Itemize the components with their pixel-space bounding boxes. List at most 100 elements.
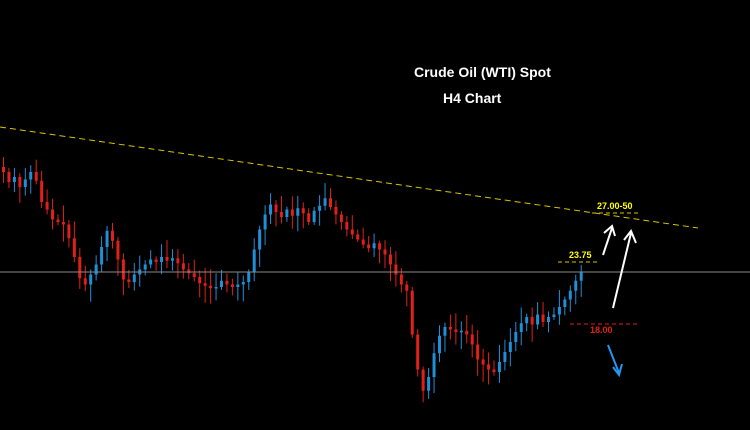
target-near-label: 23.75 <box>569 250 592 260</box>
candle-body <box>72 238 76 257</box>
candle-body <box>541 314 545 322</box>
candle-body <box>470 334 474 345</box>
candle-body <box>143 264 147 270</box>
candle-body <box>318 205 322 211</box>
candle-body <box>67 224 71 239</box>
candle-body <box>547 317 550 322</box>
candle-body <box>574 280 578 291</box>
candle-body <box>536 314 540 325</box>
candle-body <box>448 327 452 330</box>
candle-body <box>2 167 5 172</box>
candle-body <box>279 212 283 217</box>
chart-subtitle: H4 Chart <box>443 90 502 106</box>
candle-body <box>487 364 491 370</box>
candle-body <box>198 277 202 284</box>
candle-body <box>492 369 496 372</box>
candle-body <box>78 257 82 279</box>
candle-body <box>421 369 425 391</box>
candle-body <box>274 204 278 212</box>
candle-body <box>514 332 518 342</box>
candle-body <box>438 335 441 354</box>
candle-body <box>12 177 16 182</box>
candle-body <box>18 177 22 187</box>
candle-body <box>29 172 33 180</box>
candle-body <box>503 352 507 362</box>
candle-body <box>410 290 414 335</box>
candle-body <box>111 230 114 241</box>
candle-body <box>116 240 120 260</box>
candle-body <box>508 342 512 352</box>
candle-body <box>372 243 376 249</box>
candle-body <box>432 353 436 377</box>
candle-body <box>427 377 431 391</box>
candle-body <box>132 274 136 282</box>
candle-body <box>225 280 229 285</box>
candle-body <box>476 344 480 360</box>
candle-body <box>367 244 371 249</box>
candle-body <box>40 180 44 202</box>
candle-body <box>329 198 332 207</box>
candle-body <box>7 172 11 182</box>
candle-body <box>165 257 169 261</box>
candle-body <box>296 208 300 216</box>
candle-body <box>405 284 409 291</box>
candle-body <box>100 247 104 265</box>
candle-body <box>525 317 529 324</box>
candle-body <box>263 214 267 230</box>
candle-body <box>176 258 180 264</box>
candle-body <box>51 209 55 220</box>
candle-body <box>83 278 87 285</box>
candle-body <box>94 264 98 275</box>
candle-body <box>34 172 38 181</box>
candle-body <box>416 334 420 370</box>
candle-body <box>170 258 174 261</box>
candle-body <box>56 219 60 222</box>
candle-body <box>497 362 501 372</box>
candle-body <box>209 285 213 289</box>
candle-body <box>105 230 109 247</box>
chart-title: Crude Oil (WTI) Spot <box>414 64 551 80</box>
candle-body <box>285 209 289 217</box>
candles-group <box>2 157 583 403</box>
candle-body <box>307 213 311 222</box>
candle-body <box>388 254 392 265</box>
candle-body <box>127 279 131 282</box>
candle-body <box>465 330 469 335</box>
candle-body <box>269 204 273 215</box>
candle-body <box>454 329 458 332</box>
candle-body <box>214 287 218 289</box>
candle-body <box>203 283 207 286</box>
candle-body <box>192 273 196 277</box>
candle-body <box>563 299 567 307</box>
down-arrow <box>607 344 623 378</box>
up-arrow-short <box>602 224 616 256</box>
candle-body <box>350 229 354 235</box>
candle-body <box>220 280 223 287</box>
candle-body <box>301 208 305 214</box>
candle-body <box>312 210 316 222</box>
candle-body <box>290 209 294 216</box>
candle-body <box>579 272 583 281</box>
candle-body <box>394 264 398 275</box>
target-upper-label: 27.00-50 <box>597 201 633 211</box>
candle-body <box>160 257 164 262</box>
candle-body <box>89 274 93 285</box>
candle-body <box>399 274 403 285</box>
candle-body <box>252 249 256 272</box>
trendline <box>0 126 699 229</box>
candle-body <box>519 323 523 332</box>
candle-body <box>334 207 338 215</box>
candle-body <box>459 330 463 333</box>
candle-body <box>187 269 191 274</box>
candle-body <box>154 259 158 262</box>
candle-body <box>45 202 49 210</box>
candle-body <box>345 222 349 230</box>
candle-body <box>247 272 251 282</box>
candle-body <box>356 234 360 240</box>
candle-body <box>230 284 234 287</box>
candle-body <box>361 239 365 245</box>
candle-body <box>61 222 65 225</box>
support-label: 18.00 <box>590 325 613 335</box>
candle-body <box>378 243 382 250</box>
